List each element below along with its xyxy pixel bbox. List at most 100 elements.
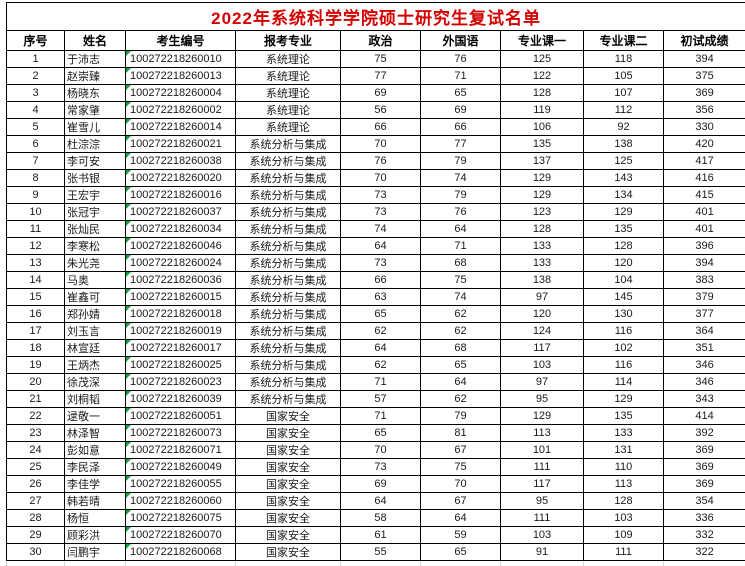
cell-foreign-language: 68: [421, 255, 501, 272]
cell-candidate-id: 100272218260073: [126, 425, 236, 442]
cell-foreign-language: 65: [421, 357, 501, 374]
cell-candidate-id: 100272218260025: [126, 357, 236, 374]
cell-candidate-id: 100272218260010: [126, 51, 236, 68]
green-triangle-icon: [126, 102, 131, 107]
cell-candidate-id: 100272218260020: [126, 170, 236, 187]
cell-major: 系统分析与集成: [236, 306, 341, 323]
column-header-total: 初试成绩: [664, 31, 745, 51]
cell-major: 系统分析与集成: [236, 153, 341, 170]
cell-politics: 62: [341, 323, 421, 340]
cell-name: 郑孙婧: [65, 306, 126, 323]
cell-index: 17: [7, 323, 65, 340]
cell-major: 系统分析与集成: [236, 187, 341, 204]
cell-index: 10: [7, 204, 65, 221]
cell-politics: 55: [341, 544, 421, 561]
cell-course2: 138: [584, 136, 664, 153]
green-triangle-icon: [126, 510, 131, 515]
cell-total: 364: [664, 323, 745, 340]
cell-candidate-id: 100272218260021: [126, 136, 236, 153]
cell-total: 332: [664, 527, 745, 544]
cell-course2: 120: [584, 255, 664, 272]
green-triangle-icon: [126, 238, 131, 243]
cell-course2: 135: [584, 221, 664, 238]
cell-total: 354: [664, 493, 745, 510]
cell-course2: 135: [584, 408, 664, 425]
cell-candidate-id: 100272218260037: [126, 204, 236, 221]
cell-politics: 71: [341, 374, 421, 391]
cell-course1: 137: [501, 153, 584, 170]
cell-foreign-language: 66: [421, 119, 501, 136]
cell-major: 系统分析与集成: [236, 255, 341, 272]
cell-course1: 129: [501, 187, 584, 204]
cell-name: 张灿民: [65, 221, 126, 238]
cell-index: 15: [7, 289, 65, 306]
cell-total: 343: [664, 391, 745, 408]
cell-candidate-id: 100272218260015: [126, 289, 236, 306]
cell-name: 崔雪儿: [65, 119, 126, 136]
cell-index: 12: [7, 238, 65, 255]
cell-politics: 66: [341, 272, 421, 289]
cell-index: 18: [7, 340, 65, 357]
cell-index: 27: [7, 493, 65, 510]
cell-foreign-language: 76: [421, 204, 501, 221]
cell-course2: 110: [584, 459, 664, 476]
cell-major: 国家安全: [236, 425, 341, 442]
cell-name: 崔鑫可: [65, 289, 126, 306]
cell-index: 11: [7, 221, 65, 238]
cell-index: 1: [7, 51, 65, 68]
cell-course2: 112: [584, 102, 664, 119]
cell-course1: 97: [501, 289, 584, 306]
cell-total: 417: [664, 153, 745, 170]
cell-major: 系统分析与集成: [236, 357, 341, 374]
cell-name: 李民泽: [65, 459, 126, 476]
cell-foreign-language: 75: [421, 272, 501, 289]
green-triangle-icon: [126, 51, 131, 56]
green-triangle-icon: [126, 136, 131, 141]
cell-politics: 71: [341, 408, 421, 425]
cell-name: 李可安: [65, 153, 126, 170]
cell-name: 李佳学: [65, 476, 126, 493]
cell-total: 416: [664, 170, 745, 187]
cell-course2: 114: [584, 374, 664, 391]
cell-politics: 75: [341, 51, 421, 68]
cell-major: 系统分析与集成: [236, 238, 341, 255]
column-header-index: 序号: [7, 31, 65, 51]
cell-index: 23: [7, 425, 65, 442]
cell-foreign-language: 71: [421, 68, 501, 85]
cell-index: 3: [7, 85, 65, 102]
cell-name: 王炳杰: [65, 357, 126, 374]
cell-course2: 104: [584, 272, 664, 289]
cell-candidate-id: 100272218260017: [126, 340, 236, 357]
green-triangle-icon: [126, 289, 131, 294]
cell-politics: 62: [341, 357, 421, 374]
cell-total: 369: [664, 476, 745, 493]
cell-candidate-id: 100272218260071: [126, 442, 236, 459]
cell-course1: 138: [501, 272, 584, 289]
retest-roster-table: 2022年系统科学学院硕士研究生复试名单 序号姓名考生编号报考专业政治外国语专业…: [6, 2, 745, 566]
page-title: 2022年系统科学学院硕士研究生复试名单: [7, 3, 745, 31]
cell-course1: 117: [501, 340, 584, 357]
cell-candidate-id: 100272218260019: [126, 323, 236, 340]
cell-candidate-id: 100272218260039: [126, 391, 236, 408]
cell-total: 415: [664, 187, 745, 204]
green-triangle-icon: [126, 425, 131, 430]
green-triangle-icon: [126, 272, 131, 277]
cell-major: 国家安全: [236, 442, 341, 459]
cell-total: 351: [664, 340, 745, 357]
cell-foreign-language: 65: [421, 544, 501, 561]
cell-foreign-language: 68: [421, 340, 501, 357]
green-triangle-icon: [126, 357, 131, 362]
cell-index: 7: [7, 153, 65, 170]
green-triangle-icon: [126, 493, 131, 498]
cell-major: 系统理论: [236, 51, 341, 68]
cell-major: 系统理论: [236, 119, 341, 136]
cell-politics: 73: [341, 459, 421, 476]
